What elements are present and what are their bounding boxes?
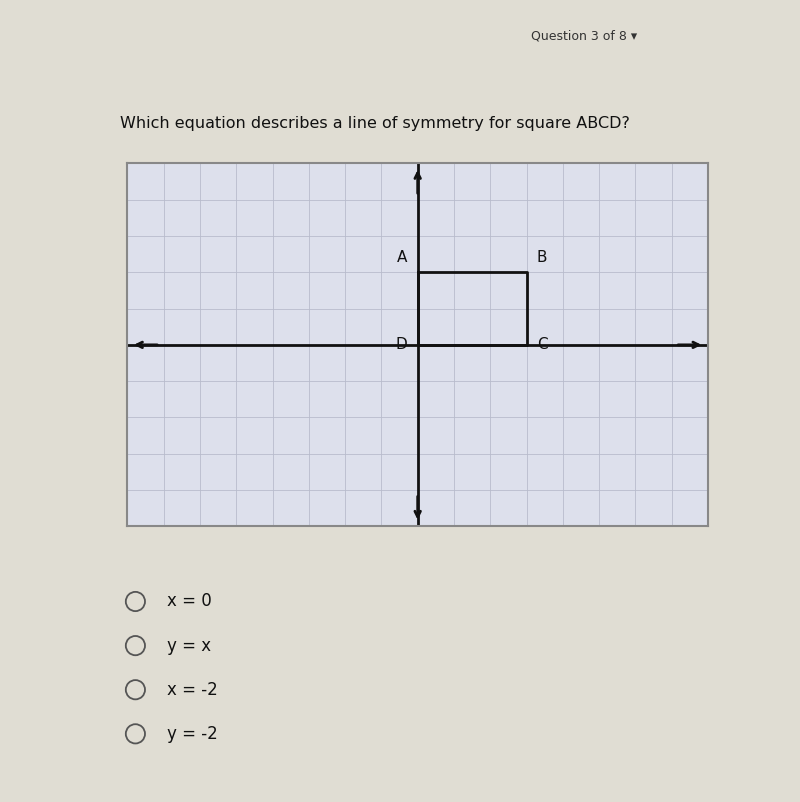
Text: D: D xyxy=(396,338,407,352)
Text: Which equation describes a line of symmetry for square ABCD?: Which equation describes a line of symme… xyxy=(120,116,630,131)
Text: B: B xyxy=(537,250,547,265)
Text: Question 3 of 8 ▾: Question 3 of 8 ▾ xyxy=(531,30,637,43)
Text: A: A xyxy=(397,250,407,265)
Text: x = -2: x = -2 xyxy=(167,681,218,699)
Text: C: C xyxy=(537,338,547,352)
Text: y = x: y = x xyxy=(167,637,211,654)
Text: y = -2: y = -2 xyxy=(167,725,218,743)
Text: x = 0: x = 0 xyxy=(167,593,212,610)
